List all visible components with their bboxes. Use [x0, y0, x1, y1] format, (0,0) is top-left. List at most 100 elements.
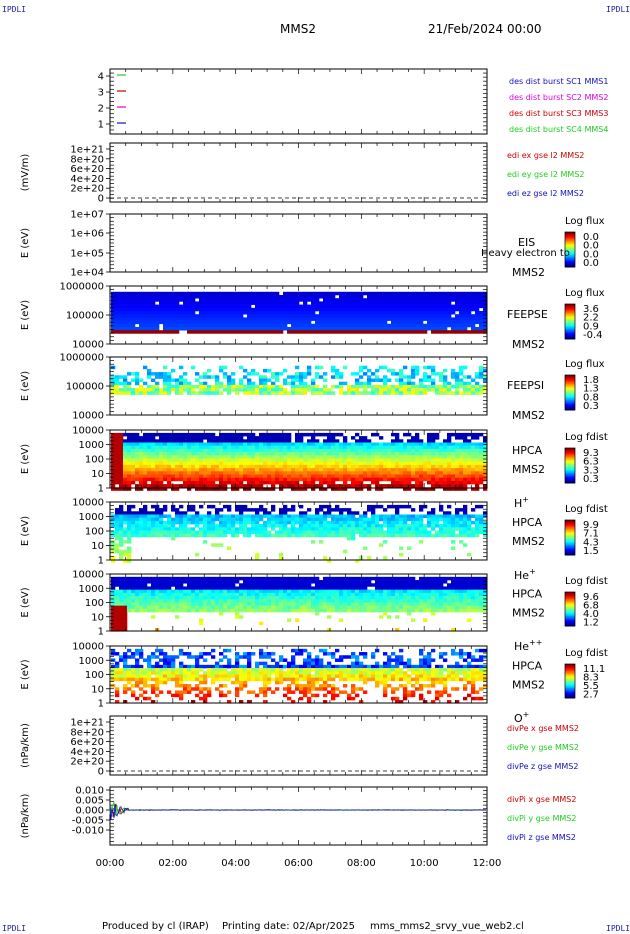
- spectro-cell: [127, 327, 132, 331]
- spectro-cell: [139, 327, 144, 331]
- spectro-cell: [123, 618, 128, 622]
- spectro-cell: [431, 484, 436, 488]
- spectro-cell: [395, 530, 400, 534]
- spectro-cell: [427, 530, 432, 534]
- spectro-cell: [223, 317, 228, 321]
- spectro-cell: [179, 533, 184, 538]
- spectro-cell: [211, 477, 216, 482]
- spectro-cell: [163, 323, 168, 328]
- spectro-cell: [267, 461, 272, 466]
- spectro-cell: [315, 445, 320, 450]
- spectro-cell: [123, 602, 128, 606]
- spectro-cell: [275, 445, 280, 450]
- spectro-cell: [307, 461, 312, 466]
- spectro-cell: [423, 533, 428, 538]
- spectro-cell: [115, 381, 120, 386]
- spectro-cell: [419, 320, 424, 325]
- spectro-cell: [295, 474, 300, 478]
- spectro-cell: [307, 455, 312, 459]
- spectro-cell: [143, 317, 148, 321]
- spectro-cell: [375, 530, 380, 534]
- colorbar-tick: 0.3: [583, 474, 599, 485]
- spectro-cell: [423, 514, 428, 518]
- spectro-cell: [227, 530, 232, 534]
- spectro-cell: [279, 448, 284, 453]
- spectro-cell: [175, 436, 180, 440]
- spectro-cell: [295, 314, 300, 318]
- spectro-cell: [367, 464, 372, 469]
- spectro-cell: [379, 530, 384, 534]
- spectro-cell: [243, 504, 248, 509]
- spectro-cell: [115, 480, 120, 485]
- spectro-cell: [243, 320, 248, 325]
- spectro-cell: [123, 596, 128, 600]
- spectro-cell: [439, 320, 444, 325]
- spectro-cell: [435, 304, 440, 309]
- colorbar-step: [565, 395, 575, 398]
- spectro-cell: [407, 327, 412, 331]
- spectro-cell: [123, 330, 128, 334]
- spectro-cell: [275, 320, 280, 325]
- spectro-cell: [231, 524, 236, 528]
- spectro-cell: [359, 477, 364, 482]
- spectro-cell: [427, 436, 432, 440]
- spectro-cell: [355, 524, 360, 528]
- spectro-cell: [131, 471, 136, 475]
- spectro-cell: [351, 524, 356, 528]
- spectro-cell: [227, 432, 232, 437]
- spectro-cell: [115, 391, 120, 395]
- spectro-cell: [243, 455, 248, 459]
- spectro-cell: [359, 291, 364, 296]
- spectro-cell: [111, 628, 116, 632]
- spectro-cell: [183, 474, 188, 478]
- spectro-cell: [259, 391, 264, 395]
- spectro-cell: [151, 439, 156, 443]
- spectro-cell: [115, 375, 120, 379]
- spectro-cell: [135, 304, 140, 309]
- spectro-cell: [311, 477, 316, 482]
- spectro-cell: [467, 320, 472, 325]
- spectro-cell: [135, 524, 140, 528]
- spectro-cell: [455, 464, 460, 469]
- legend-edi-2: edi ez gse l2 MMS2: [507, 189, 584, 198]
- spectro-cell: [231, 439, 236, 443]
- spectro-cell: [223, 527, 228, 531]
- spectro-cell: [195, 314, 200, 318]
- spectro-cell: [127, 384, 132, 389]
- spectro-cell: [183, 298, 188, 302]
- spectro-cell: [431, 311, 436, 315]
- spectro-cell: [331, 375, 336, 379]
- colorbar-step: [565, 255, 575, 258]
- spectro-cell: [435, 291, 440, 296]
- date-title: 21/Feb/2024 00:00: [428, 22, 542, 36]
- spectro-cell: [327, 458, 332, 462]
- spectro-cell: [399, 517, 404, 522]
- spectro-cell: [387, 527, 392, 531]
- spectro-cell: [443, 464, 448, 469]
- spectro-cell: [483, 487, 488, 491]
- colorbar-step: [565, 242, 575, 245]
- spectro-cell: [191, 295, 196, 299]
- spectro-cell: [355, 448, 360, 453]
- spectro-cell: [371, 323, 376, 328]
- spectro-cell: [143, 307, 148, 312]
- spectro-cell: [319, 508, 324, 512]
- spectro-cell: [191, 527, 196, 531]
- spectro-cell: [199, 307, 204, 312]
- spectro-cell: [339, 304, 344, 309]
- colorbar-step: [565, 239, 575, 242]
- spectro-cell: [199, 468, 204, 472]
- spectro-cell: [275, 452, 280, 456]
- spectro-cell: [427, 468, 432, 472]
- spectro-cell: [155, 307, 160, 312]
- spectro-cell: [239, 455, 244, 459]
- spectro-cell: [179, 477, 184, 482]
- spectro-cell: [207, 487, 212, 491]
- spectro-cell: [191, 330, 196, 334]
- spectro-cell: [475, 291, 480, 296]
- spectro-cell: [139, 304, 144, 309]
- spectro-cell: [207, 527, 212, 531]
- spectro-cell: [223, 375, 228, 379]
- spectro-cell: [163, 442, 168, 446]
- spectro-cell: [311, 317, 316, 321]
